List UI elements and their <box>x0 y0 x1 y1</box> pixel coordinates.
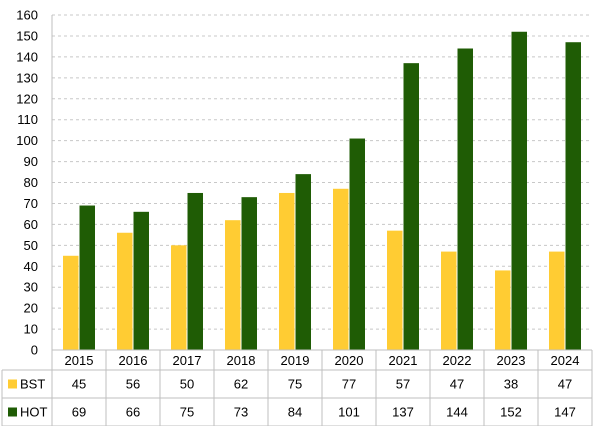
data-table-value: 47 <box>450 377 464 392</box>
data-table-value: 84 <box>288 405 302 420</box>
y-tick-label: 90 <box>24 154 38 169</box>
bar-bst-2017 <box>171 245 187 350</box>
bar-bst-2020 <box>333 188 349 350</box>
data-table-value: 73 <box>234 405 248 420</box>
data-table-value: 62 <box>234 377 248 392</box>
x-tick-label: 2022 <box>443 353 472 368</box>
bar-hot-2024 <box>565 42 581 350</box>
data-table-value: 69 <box>72 405 86 420</box>
data-table-value: 137 <box>392 405 414 420</box>
y-tick-label: 10 <box>24 322 38 337</box>
bar-bst-2019 <box>279 192 295 350</box>
bar-bst-2022 <box>441 251 457 350</box>
data-table-value: 147 <box>554 405 576 420</box>
y-tick-label: 40 <box>24 259 38 274</box>
bar-hot-2015 <box>79 205 95 350</box>
data-table-value: 101 <box>338 405 360 420</box>
data-table-value: 77 <box>342 377 356 392</box>
y-tick-label: 130 <box>16 70 38 85</box>
bar-bst-2021 <box>387 230 403 350</box>
y-tick-label: 150 <box>16 28 38 43</box>
y-tick-label: 120 <box>16 91 38 106</box>
data-table-value: 75 <box>288 377 302 392</box>
x-tick-label: 2023 <box>497 353 526 368</box>
legend-label-hot: HOT <box>20 405 48 420</box>
x-tick-label: 2017 <box>173 353 202 368</box>
x-tick-label: 2019 <box>281 353 310 368</box>
bar-hot-2021 <box>403 63 419 350</box>
data-table-value: 56 <box>126 377 140 392</box>
x-tick-label: 2018 <box>227 353 256 368</box>
data-table-value: 75 <box>180 405 194 420</box>
y-tick-label: 20 <box>24 301 38 316</box>
data-table-value: 66 <box>126 405 140 420</box>
bar-bst-2015 <box>63 255 79 350</box>
y-tick-label: 30 <box>24 280 38 295</box>
y-tick-label: 0 <box>31 343 38 358</box>
bar-bst-2024 <box>549 251 565 350</box>
bar-bst-2018 <box>225 220 241 350</box>
legend-swatch-bst <box>8 379 17 389</box>
y-tick-label: 160 <box>16 8 38 23</box>
legend-swatch-hot <box>8 407 17 417</box>
data-table-value: 152 <box>500 405 522 420</box>
x-tick-label: 2024 <box>551 353 580 368</box>
bar-bst-2016 <box>117 232 133 350</box>
bar-bst-2023 <box>495 270 511 350</box>
data-table-value: 144 <box>446 405 468 420</box>
x-tick-label: 2021 <box>389 353 418 368</box>
x-tick-label: 2015 <box>65 353 94 368</box>
bar-hot-2022 <box>457 48 473 350</box>
data-table-value: 50 <box>180 377 194 392</box>
bar-hot-2018 <box>241 197 257 350</box>
y-tick-label: 140 <box>16 49 38 64</box>
bar-hot-2023 <box>511 31 527 350</box>
x-tick-label: 2016 <box>119 353 148 368</box>
y-tick-label: 50 <box>24 238 38 253</box>
y-tick-label: 60 <box>24 217 38 232</box>
legend-label-bst: BST <box>20 377 45 392</box>
bar-hot-2019 <box>295 174 311 350</box>
y-tick-label: 110 <box>17 112 38 127</box>
bar-hot-2016 <box>133 211 149 350</box>
data-table-value: 57 <box>396 377 410 392</box>
y-tick-label: 100 <box>16 133 38 148</box>
data-table-value: 47 <box>558 377 572 392</box>
data-table-value: 45 <box>72 377 86 392</box>
y-tick-label: 80 <box>24 175 38 190</box>
bar-hot-2020 <box>349 138 365 350</box>
bar-hot-2017 <box>187 192 203 350</box>
data-table-value: 38 <box>504 377 518 392</box>
x-tick-label: 2020 <box>335 353 364 368</box>
y-tick-label: 70 <box>24 196 38 211</box>
